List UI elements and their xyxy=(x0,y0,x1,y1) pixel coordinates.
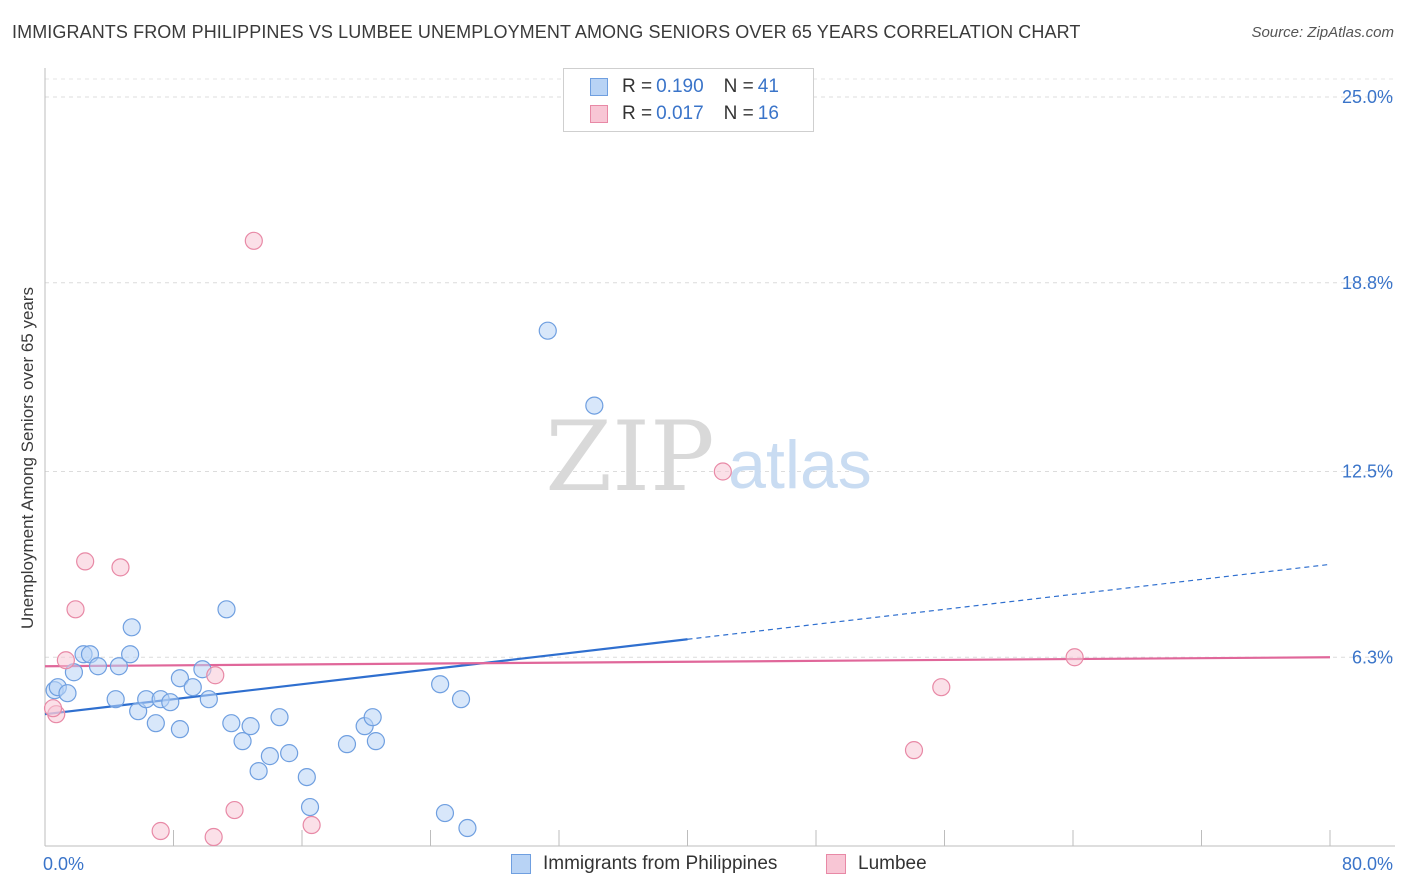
lumbee-point xyxy=(932,678,951,697)
legend-n-label: N = xyxy=(723,76,754,97)
legend-row-philippines: R = 0.190 N = 41 xyxy=(590,75,779,99)
lumbee-point xyxy=(76,552,95,571)
lumbee-point xyxy=(56,651,75,670)
bottom-legend-label: Lumbee xyxy=(858,853,927,874)
axes xyxy=(44,68,1395,847)
legend: R = 0.190 N = 41 R = 0.017 N = 16 xyxy=(563,68,814,132)
lumbee-point xyxy=(244,231,263,250)
watermark: ZIP atlas xyxy=(545,401,871,513)
lumbee-point xyxy=(302,815,321,835)
philippines-point xyxy=(183,678,202,697)
legend-r-label: R = xyxy=(622,76,653,97)
philippines-point xyxy=(431,675,450,694)
watermark-atlas: atlas xyxy=(728,427,872,503)
philippines-point xyxy=(241,717,260,736)
philippines-point xyxy=(270,708,289,727)
legend-r-value: 0.017 xyxy=(656,103,704,124)
bottom-legend-label: Immigrants from Philippines xyxy=(543,853,778,874)
lumbee-trend-line xyxy=(44,656,1331,668)
philippines-point xyxy=(458,818,477,838)
philippines-point xyxy=(366,732,385,751)
source-label[interactable]: Source: ZipAtlas.com xyxy=(1251,24,1394,41)
lumbee-point xyxy=(111,558,130,577)
philippines-point xyxy=(109,657,128,676)
lumbee-point xyxy=(151,821,170,841)
y-tick-labels: 6.3% 12.5% 18.8% 25.0% xyxy=(1342,87,1393,667)
lumbee-point xyxy=(204,827,223,847)
bottom-legend-lumbee[interactable]: Lumbee xyxy=(826,852,927,876)
philippines-point xyxy=(161,693,180,712)
lumbee-point xyxy=(1065,648,1084,667)
lumbee-point xyxy=(713,462,732,481)
bottom-legend-philippines[interactable]: Immigrants from Philippines xyxy=(511,852,777,876)
lumbee-point xyxy=(206,666,225,685)
lumbee-point xyxy=(225,800,244,820)
philippines-trend-extension xyxy=(687,563,1331,640)
grid-lines xyxy=(45,78,1395,658)
philippines-point xyxy=(280,744,299,763)
philippines-point xyxy=(199,690,218,709)
philippines-point xyxy=(170,669,190,688)
philippines-point xyxy=(435,803,455,823)
philippines-point xyxy=(222,714,241,733)
lumbee-point xyxy=(66,600,85,619)
philippines-point xyxy=(585,396,604,415)
bottom-legend-swatch-pink xyxy=(826,854,846,874)
philippines-point xyxy=(538,321,557,340)
philippines-point xyxy=(363,708,382,727)
lumbee-point xyxy=(904,741,924,760)
watermark-zip: ZIP xyxy=(545,401,714,513)
philippines-point xyxy=(233,732,252,751)
philippines-point xyxy=(88,657,108,676)
y-tick-label: 18.8% xyxy=(1342,273,1393,293)
legend-swatch-pink xyxy=(590,105,608,123)
legend-row-lumbee: R = 0.017 N = 16 xyxy=(590,102,779,126)
y-tick-label: 25.0% xyxy=(1342,87,1393,107)
lumbee-point xyxy=(43,699,63,718)
legend-n-label: N = xyxy=(723,103,754,124)
x-tick-label: 0.0% xyxy=(43,854,84,874)
philippines-point xyxy=(337,735,357,754)
philippines-point xyxy=(451,690,471,709)
philippines-point xyxy=(122,618,141,637)
philippines-point xyxy=(170,720,190,739)
philippines-point xyxy=(260,747,279,766)
legend-n-value: 16 xyxy=(757,103,779,124)
philippines-point xyxy=(121,645,140,664)
legend-swatch-blue xyxy=(590,78,608,96)
legend-n-value: 41 xyxy=(757,76,779,97)
x-tick-labels: 0.0% 80.0% xyxy=(43,854,1393,874)
chart-title: IMMIGRANTS FROM PHILIPPINES VS LUMBEE UN… xyxy=(12,22,1081,42)
philippines-point xyxy=(297,767,316,787)
philippines-point xyxy=(146,714,165,733)
y-tick-label: 6.3% xyxy=(1352,647,1393,667)
philippines-point xyxy=(300,797,320,817)
data-points xyxy=(43,231,1084,847)
y-axis-title: Unemployment Among Seniors over 65 years xyxy=(18,286,37,630)
philippines-point xyxy=(217,600,236,619)
y-tick-label: 12.5% xyxy=(1342,462,1393,482)
philippines-point xyxy=(58,684,77,703)
x-tick-label: 80.0% xyxy=(1342,854,1393,874)
bottom-legend-swatch-blue xyxy=(511,854,531,874)
trend-lines xyxy=(44,563,1331,716)
philippines-point xyxy=(106,690,125,709)
legend-r-value: 0.190 xyxy=(656,76,704,97)
legend-r-label: R = xyxy=(622,103,653,124)
philippines-point xyxy=(249,761,268,781)
